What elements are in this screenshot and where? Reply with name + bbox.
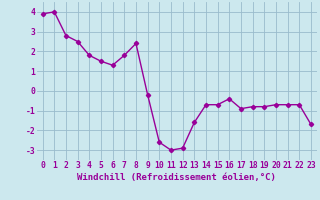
X-axis label: Windchill (Refroidissement éolien,°C): Windchill (Refroidissement éolien,°C) <box>77 173 276 182</box>
